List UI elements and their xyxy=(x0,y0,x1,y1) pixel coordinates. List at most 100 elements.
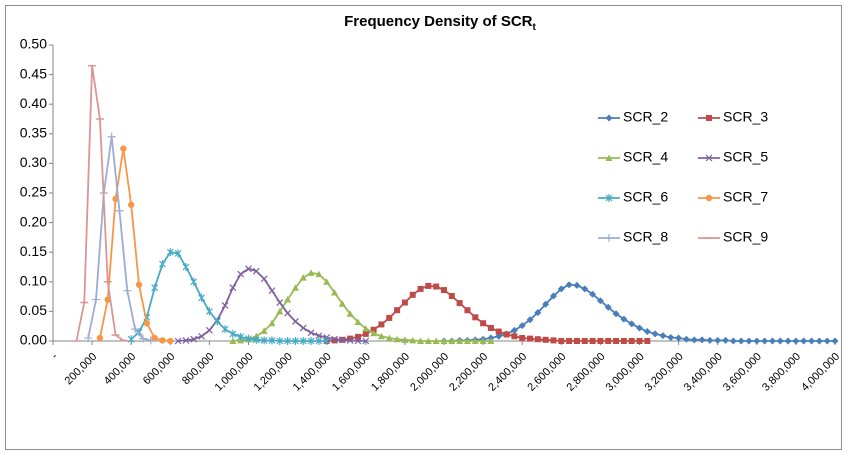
data-point xyxy=(198,293,206,302)
data-point xyxy=(252,267,260,275)
legend-label: SCR_3 xyxy=(723,109,768,125)
data-point xyxy=(682,335,690,343)
data-point xyxy=(519,335,526,342)
data-point xyxy=(800,337,808,345)
data-point xyxy=(401,299,408,306)
data-point xyxy=(808,337,816,345)
data-point xyxy=(276,307,284,315)
data-point xyxy=(636,338,643,344)
data-point xyxy=(331,335,338,343)
data-point xyxy=(549,292,557,300)
data-point xyxy=(92,295,101,304)
data-point xyxy=(260,275,268,283)
data-point xyxy=(393,335,401,343)
data-point xyxy=(424,337,432,344)
data-point xyxy=(377,332,385,340)
data-point xyxy=(566,338,573,344)
data-point xyxy=(487,337,495,344)
data-point xyxy=(613,338,620,344)
data-point xyxy=(174,337,182,345)
data-point xyxy=(107,132,116,141)
data-point xyxy=(323,337,331,345)
y-tick-label: 0.50 xyxy=(20,36,47,52)
data-point xyxy=(612,310,620,318)
title-subscript: t xyxy=(533,22,537,33)
data-point xyxy=(753,337,761,345)
data-point xyxy=(299,324,307,332)
y-tick-label: 0.20 xyxy=(20,213,47,229)
data-point xyxy=(331,337,338,344)
data-point xyxy=(291,337,299,345)
title-text: Frequency Density of SCR xyxy=(344,13,533,30)
data-point xyxy=(745,337,753,345)
data-point xyxy=(291,284,299,291)
data-point xyxy=(620,315,628,323)
data-point xyxy=(120,145,127,152)
legend-label: SCR_7 xyxy=(723,189,768,205)
data-point xyxy=(690,336,698,344)
data-point xyxy=(205,326,213,334)
data-point xyxy=(557,285,565,293)
data-point xyxy=(229,284,237,292)
data-point xyxy=(542,336,549,343)
data-point xyxy=(245,265,252,273)
y-tick-label: 0.10 xyxy=(20,273,47,289)
data-point xyxy=(768,337,776,345)
data-point xyxy=(252,335,260,344)
data-point xyxy=(307,269,315,276)
data-point xyxy=(115,206,124,215)
legend-label: SCR_5 xyxy=(723,149,768,165)
data-point xyxy=(776,337,784,345)
data-point xyxy=(284,337,292,345)
data-point xyxy=(573,338,580,344)
data-point xyxy=(299,274,307,281)
data-point xyxy=(534,336,541,343)
data-point xyxy=(229,329,237,338)
data-point xyxy=(729,337,737,345)
data-point xyxy=(409,291,416,298)
series-line xyxy=(232,271,491,342)
data-point xyxy=(815,337,823,345)
data-point xyxy=(659,332,667,340)
data-point xyxy=(441,287,447,294)
data-point xyxy=(597,338,604,344)
data-point xyxy=(331,288,339,296)
data-point xyxy=(737,337,745,345)
data-point xyxy=(315,337,323,345)
data-point xyxy=(510,326,518,334)
data-point xyxy=(127,335,135,344)
data-point xyxy=(526,316,534,324)
data-point xyxy=(417,285,424,292)
data-point xyxy=(338,336,346,344)
legend-label: SCR_4 xyxy=(623,149,668,165)
data-point xyxy=(167,337,174,345)
data-point xyxy=(722,336,730,344)
data-point xyxy=(456,300,463,307)
legend-label: SCR_6 xyxy=(623,189,668,205)
data-point xyxy=(527,335,534,342)
x-tick-label: - xyxy=(49,350,60,361)
data-point xyxy=(784,337,792,345)
chart-title: Frequency Density of SCRt xyxy=(344,13,536,33)
data-point xyxy=(503,331,510,338)
data-point xyxy=(651,330,659,338)
data-point xyxy=(409,336,417,344)
data-point xyxy=(182,336,190,344)
chart-border xyxy=(5,5,842,450)
data-point xyxy=(362,337,370,345)
data-point xyxy=(432,337,440,344)
data-point xyxy=(831,337,839,345)
data-point xyxy=(237,332,245,341)
data-point xyxy=(190,277,198,286)
data-point xyxy=(276,299,284,306)
data-point xyxy=(96,334,104,342)
data-point xyxy=(370,329,378,337)
data-point xyxy=(284,296,292,303)
y-tick-label: 0.35 xyxy=(20,125,47,141)
data-point xyxy=(276,337,284,345)
data-point xyxy=(518,322,526,330)
data-point xyxy=(166,248,174,257)
data-point xyxy=(346,336,354,344)
y-tick-label: 0.45 xyxy=(20,65,47,81)
